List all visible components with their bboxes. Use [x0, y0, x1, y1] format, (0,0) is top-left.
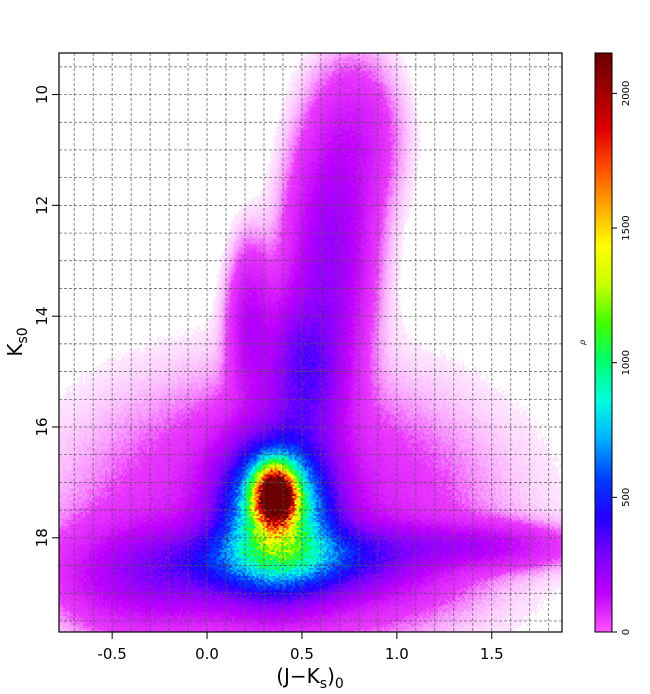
colorbar-tick-label: 1500 — [621, 215, 632, 240]
x-tick-label: 0.0 — [195, 645, 219, 663]
plot-frame — [58, 52, 563, 633]
colorbar-gradient — [594, 52, 613, 633]
y-tick-label: 16 — [33, 417, 51, 436]
x-tick-label: -0.5 — [98, 645, 127, 663]
y-tick-label: 18 — [33, 528, 51, 547]
x-axis-label: (J−Ks)0 — [276, 664, 344, 692]
colorbar-tick-label: 0 — [621, 629, 632, 635]
y-tick-label: 12 — [33, 196, 51, 215]
y-axis-label: Ks0 — [3, 327, 31, 356]
colorbar-tick-label: 1000 — [621, 350, 632, 375]
x-tick-label: 1.0 — [385, 645, 409, 663]
density-heatmap — [59, 53, 562, 632]
colorbar-tick-label: 2000 — [621, 81, 632, 106]
colorbar: 0 500 1000 1500 2000 ρ — [578, 52, 632, 635]
y-tick-label: 10 — [33, 85, 51, 104]
plot-area: -0.5 0.0 0.5 1.0 1.5 10 12 14 16 18 — [33, 52, 563, 663]
x-axis: -0.5 0.0 0.5 1.0 1.5 — [98, 632, 504, 663]
x-tick-label: 0.5 — [290, 645, 314, 663]
grid — [59, 53, 562, 632]
colorbar-label: ρ — [578, 340, 587, 345]
x-tick-label: 1.5 — [480, 645, 504, 663]
y-tick-label: 14 — [33, 307, 51, 326]
y-axis: 10 12 14 16 18 — [33, 85, 59, 547]
colorbar-tick-label: 500 — [621, 488, 632, 507]
